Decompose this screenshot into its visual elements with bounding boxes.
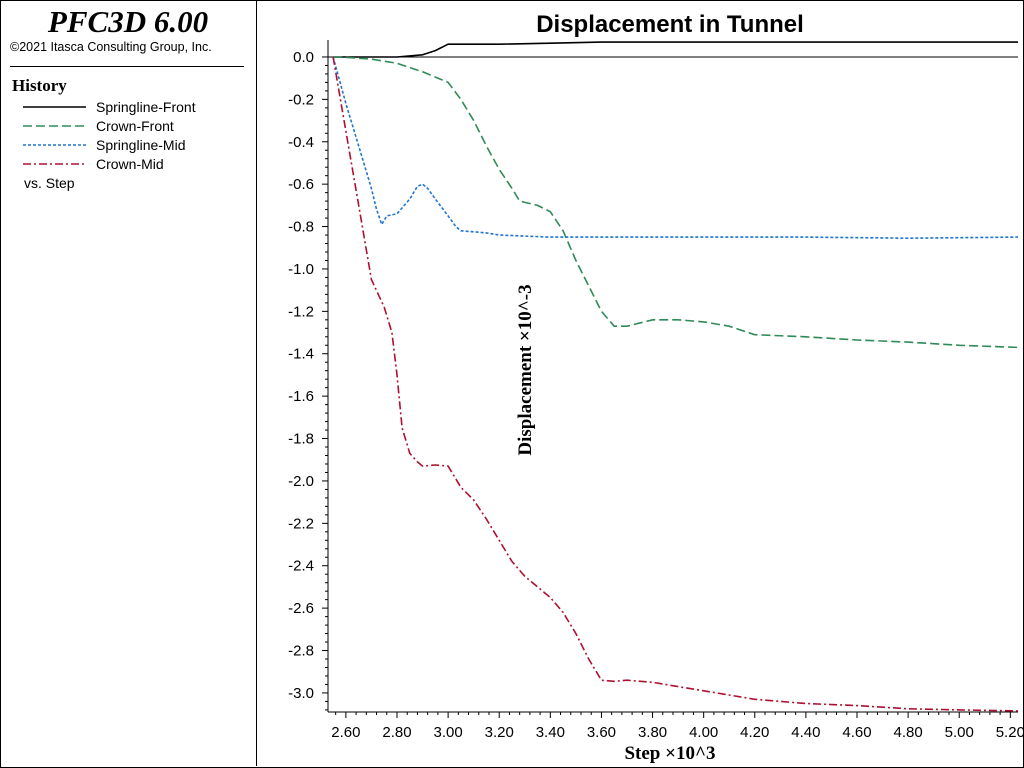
y-tick-label: -0.6 [288, 176, 314, 193]
x-tick-label: 3.20 [485, 724, 514, 741]
legend-swatch [23, 144, 86, 146]
legend-label: Springline-Front [96, 99, 196, 115]
y-tick-label: -2.6 [288, 600, 314, 617]
y-tick-label: -1.8 [288, 431, 314, 448]
y-tick-label: -2.2 [288, 515, 314, 532]
x-tick-label: 4.00 [689, 724, 718, 741]
legend-swatch [23, 163, 86, 165]
chart: Displacement in Tunnel 2.60 2.80 3.00 3.20 3… [288, 11, 1023, 764]
legend-label: Crown-Mid [96, 156, 164, 172]
x-tick-label: 2.80 [382, 724, 411, 741]
y-tick-label: -1.4 [288, 346, 314, 363]
y-tick-label: -2.8 [288, 643, 314, 660]
y-tick-label: -1.2 [288, 303, 314, 320]
x-axis-label: Step ×10^3 [624, 743, 715, 764]
series-line-springline-front [333, 41, 1018, 58]
y-tick-label: -3.0 [288, 685, 314, 702]
sidebar: PFC3D 6.00 ©2021 Itasca Consulting Group… [0, 0, 257, 766]
y-tick-label: -1.0 [288, 261, 314, 278]
x-tick-label: 2.60 [331, 724, 360, 741]
chart-title: Displacement in Tunnel [536, 11, 804, 38]
x-tick-label: 3.80 [638, 724, 667, 741]
copyright-text: ©2021 Itasca Consulting Group, Inc. [10, 40, 212, 54]
x-tick-label: 4.80 [894, 724, 923, 741]
legend-swatch [23, 125, 86, 127]
x-tick-label: 3.00 [434, 724, 463, 741]
y-tick-label: -2.0 [288, 473, 314, 490]
legend-swatch [23, 106, 86, 108]
y-tick-label: -0.2 [288, 91, 314, 108]
y-tick-label: -1.6 [288, 388, 314, 405]
y-tick-label: -0.8 [288, 219, 314, 236]
x-tick-label: 5.00 [945, 724, 974, 741]
x-tick-label: 4.60 [842, 724, 871, 741]
x-tick-label: 3.60 [587, 724, 616, 741]
y-tick-label: -2.4 [288, 558, 314, 575]
legend-label: Springline-Mid [96, 137, 186, 153]
app-title: PFC3D 6.00 [47, 4, 209, 39]
series-line-springline-mid [332, 56, 1019, 239]
x-tick-label: 4.20 [740, 724, 769, 741]
series-group [332, 41, 1019, 712]
x-tick-label: 4.40 [791, 724, 820, 741]
vs-step-label: vs. Step [24, 175, 75, 191]
x-tick-label: 3.40 [536, 724, 565, 741]
history-title: History [12, 76, 67, 95]
y-tick-label: 0.0 [293, 49, 314, 66]
axes: 2.60 2.80 3.00 3.20 3.40 3.60 3.80 4.00 4.20 4.40… [288, 40, 1023, 741]
y-axis-label: Displacement ×10^-3 [515, 284, 536, 455]
y-tick-label: -0.4 [288, 134, 314, 151]
series-line-crown-front [333, 56, 1019, 349]
legend-label: Crown-Front [96, 118, 174, 134]
sidebar-divider [10, 66, 244, 67]
x-tick-label: 5.20 [996, 724, 1023, 741]
series-line-crown-mid [332, 56, 1019, 712]
